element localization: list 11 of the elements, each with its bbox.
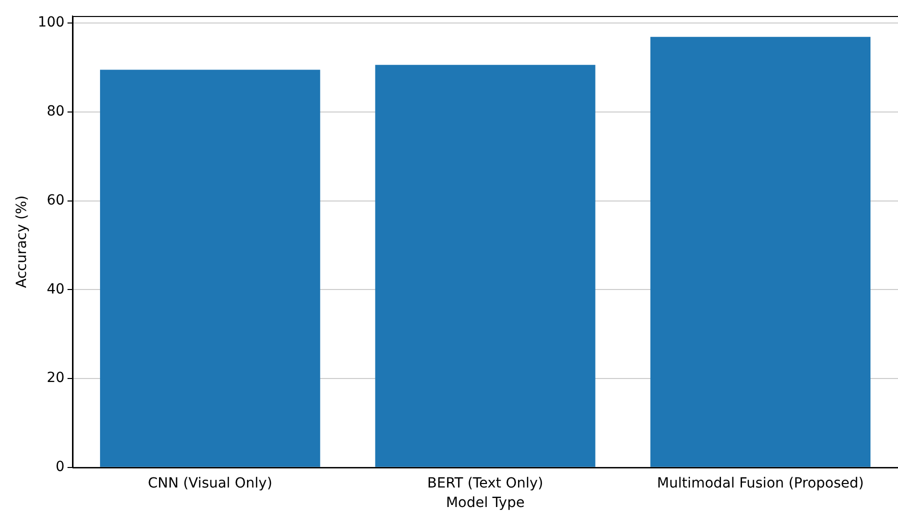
- x-tick-label: CNN (Visual Only): [148, 475, 272, 492]
- y-tick-label: 20: [46, 370, 65, 386]
- x-tick-label: BERT (Text Only): [427, 475, 544, 492]
- y-tick-label: 80: [46, 104, 65, 120]
- y-tick-label: 40: [46, 281, 65, 298]
- y-tick-label: 0: [56, 459, 65, 476]
- x-tick-label: Multimodal Fusion (Proposed): [657, 475, 864, 492]
- y-tick-label: 60: [46, 192, 65, 208]
- y-axis-title: Accuracy (%): [14, 195, 30, 288]
- x-axis-title: Model Type: [446, 495, 525, 512]
- y-tick-label: 100: [38, 14, 65, 31]
